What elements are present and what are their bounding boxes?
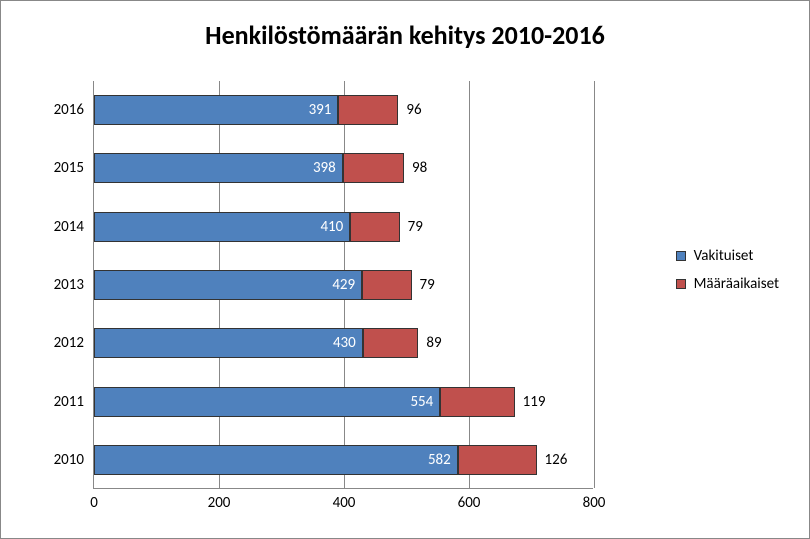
y-axis-label: 2014 (54, 218, 84, 236)
legend-swatch-1 (676, 251, 686, 261)
bar-segment-vakituiset: 410 (94, 212, 350, 242)
legend-label-2: Määräaikaiset (694, 275, 779, 293)
bar-segment-maaraaikaiset (343, 153, 404, 183)
y-axis-label: 2016 (54, 101, 84, 119)
bar-row: 582 126 (94, 445, 567, 475)
bar-value-label: 79 (408, 218, 423, 236)
y-axis-label: 2010 (54, 451, 84, 469)
bar-segment-maaraaikaiset (350, 212, 399, 242)
y-axis-label: 2013 (54, 276, 84, 294)
gridline (469, 81, 470, 488)
bar-value-label: 89 (426, 334, 441, 352)
plot-area: 0200400600800201639196201539898201441079… (93, 81, 593, 489)
bar-segment-vakituiset: 398 (94, 153, 343, 183)
x-axis-label: 400 (333, 494, 356, 512)
bar-segment-maaraaikaiset (362, 270, 411, 300)
legend-swatch-2 (676, 279, 686, 289)
bar-value-label: 119 (523, 393, 546, 411)
bar-row: 410 79 (94, 212, 423, 242)
bar-segment-maaraaikaiset (363, 328, 419, 358)
bar-segment-vakituiset: 429 (94, 270, 362, 300)
x-axis-label: 200 (208, 494, 231, 512)
bar-segment-vakituiset: 430 (94, 328, 363, 358)
legend-item-maaraaikaiset: Määräaikaiset (676, 275, 779, 293)
y-axis-label: 2015 (54, 159, 84, 177)
y-axis-label: 2012 (54, 334, 84, 352)
bar-segment-vakituiset: 554 (94, 387, 440, 417)
bar-value-label: 98 (412, 159, 427, 177)
bar-row: 429 79 (94, 270, 435, 300)
chart-title: Henkilöstömäärän kehitys 2010-2016 (1, 19, 809, 51)
chart-container: Henkilöstömäärän kehitys 2010-2016 0 200 4… (0, 0, 810, 539)
bar-row: 430 89 (94, 328, 442, 358)
bar-segment-maaraaikaiset (338, 95, 398, 125)
legend: Vakituiset Määräaikaiset (676, 237, 779, 303)
bar-row: 391 96 (94, 95, 422, 125)
x-axis-label: 0 (90, 494, 98, 512)
legend-label-1: Vakituiset (694, 247, 754, 265)
bar-segment-maaraaikaiset (440, 387, 514, 417)
x-axis-label: 800 (583, 494, 606, 512)
bar-row: 554 119 (94, 387, 545, 417)
bar-segment-maaraaikaiset (458, 445, 537, 475)
bar-value-label: 79 (420, 276, 435, 294)
x-axis-label: 600 (458, 494, 481, 512)
bar-segment-vakituiset: 582 (94, 445, 458, 475)
gridline (594, 81, 595, 488)
bar-segment-vakituiset: 391 (94, 95, 338, 125)
y-axis-label: 2011 (54, 393, 84, 411)
bar-value-label: 126 (545, 451, 568, 469)
bar-row: 398 98 (94, 153, 427, 183)
legend-item-vakituiset: Vakituiset (676, 247, 779, 265)
bar-value-label: 96 (406, 101, 421, 119)
